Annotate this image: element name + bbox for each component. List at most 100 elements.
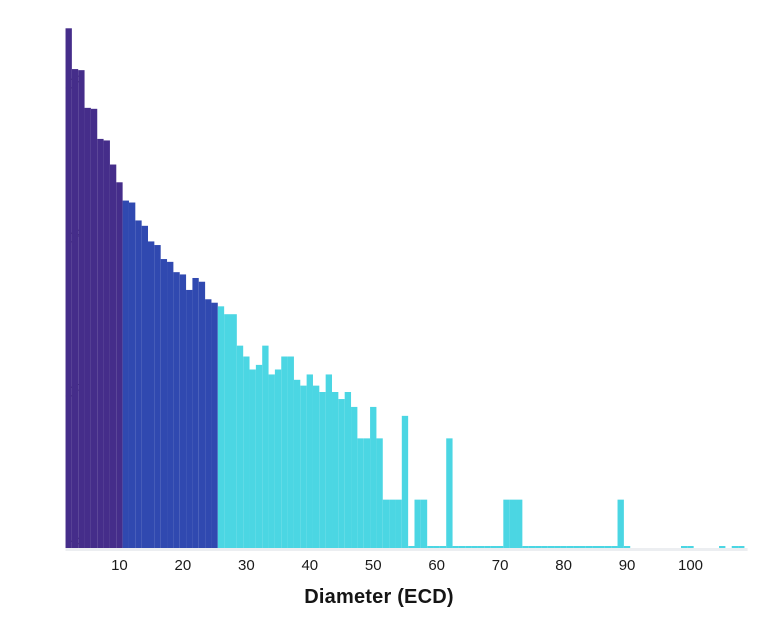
histogram-bar (680, 546, 688, 548)
histogram-bar (547, 546, 555, 548)
histogram-bar (503, 499, 510, 548)
histogram-bar (522, 546, 529, 548)
x-axis-tick-label: 60 (428, 557, 446, 574)
histogram-bar (224, 314, 231, 548)
x-axis-label: Diameter (ECD) (0, 586, 758, 609)
histogram-bar (484, 546, 491, 548)
histogram-bar (135, 220, 142, 548)
histogram-bar (458, 546, 466, 548)
histogram-bar (439, 546, 447, 548)
histogram-bar (357, 438, 364, 548)
histogram-bar (236, 345, 244, 548)
histogram-bar (78, 70, 85, 549)
histogram-bar (230, 314, 237, 548)
histogram-bar (528, 546, 536, 548)
histogram-bar (141, 225, 149, 548)
histogram-bar (90, 108, 98, 549)
histogram-bar (173, 272, 180, 548)
histogram-bar (560, 546, 567, 548)
histogram-bar (109, 164, 117, 549)
histogram-bar (535, 546, 542, 548)
x-axis-tick-label: 100 (677, 557, 704, 574)
histogram-bar (97, 138, 104, 548)
histogram-bar (186, 289, 193, 548)
histogram-bar (623, 546, 631, 548)
histogram-bar (300, 385, 307, 548)
x-axis-tick-label: 50 (364, 557, 382, 574)
histogram-bar (496, 546, 504, 548)
x-axis-tick-label: 20 (174, 557, 192, 574)
axis-baseline (63, 548, 748, 551)
histogram-bar (427, 546, 434, 548)
histogram-bar (452, 546, 459, 548)
histogram-bar (287, 356, 294, 548)
x-axis-tick-label: 70 (491, 557, 509, 574)
histogram-bar (103, 140, 110, 548)
left-margin-mask (0, 0, 66, 622)
histogram-bar (382, 499, 390, 548)
histogram-bar (566, 546, 574, 548)
histogram-bar (262, 345, 269, 548)
histogram-bar (395, 499, 402, 548)
histogram-bar (338, 399, 345, 548)
histogram-bar (376, 438, 383, 548)
histogram-bar (509, 499, 517, 548)
histogram-bar (217, 306, 225, 548)
histogram-bar (477, 546, 485, 548)
histogram-bar (420, 499, 428, 548)
histogram-bar (148, 241, 155, 549)
histogram-bar (344, 392, 352, 548)
histogram-bar (255, 364, 263, 548)
histogram-bar (471, 546, 478, 548)
histogram-bar (573, 546, 580, 548)
histogram-bar (414, 499, 421, 548)
histogram-bar (351, 406, 358, 548)
histogram-bar (465, 546, 472, 548)
x-axis-tick-label: 40 (301, 557, 319, 574)
histogram-bar (490, 546, 497, 548)
x-axis-tick-label: 80 (555, 557, 572, 574)
histogram-bar (592, 546, 599, 548)
histogram-bar (687, 546, 694, 548)
histogram-bar (312, 385, 320, 548)
histogram-bar (370, 406, 377, 548)
histogram-bar (281, 356, 288, 548)
histogram-bar (598, 546, 605, 548)
histogram-bar (516, 499, 523, 548)
histogram-bar (128, 202, 136, 548)
histogram-bar (433, 546, 440, 548)
histogram-bar (738, 546, 745, 548)
x-axis-label-text: Diameter (ECD) (304, 586, 454, 608)
histogram-bar (719, 546, 726, 548)
histogram-bar (160, 259, 168, 548)
histogram-bar (192, 277, 199, 548)
histogram-bar (319, 392, 326, 548)
histogram-bar (179, 274, 187, 548)
histogram-bar (205, 299, 212, 548)
histogram-bar (541, 546, 548, 548)
histogram-bar (617, 499, 624, 548)
histogram-bar (585, 546, 593, 548)
histogram-bar (243, 356, 250, 548)
histogram-bar (306, 374, 313, 548)
histogram-bar (604, 546, 612, 548)
histogram-bar (731, 546, 739, 548)
histogram-bar (268, 374, 275, 548)
histogram-bar (401, 415, 409, 548)
histogram-bar (116, 182, 123, 548)
x-axis-tick-label: 30 (238, 557, 255, 574)
histogram-bar (363, 438, 371, 548)
histogram-bar (198, 281, 206, 548)
histogram-bar (332, 392, 339, 548)
histogram-bar (293, 379, 301, 548)
histogram-bar (446, 438, 453, 548)
x-axis-tick-label: 90 (618, 557, 636, 574)
histogram-bar (122, 200, 129, 548)
histogram-bar (274, 369, 282, 548)
histogram-bar (389, 499, 396, 548)
histogram-bar (65, 28, 72, 549)
